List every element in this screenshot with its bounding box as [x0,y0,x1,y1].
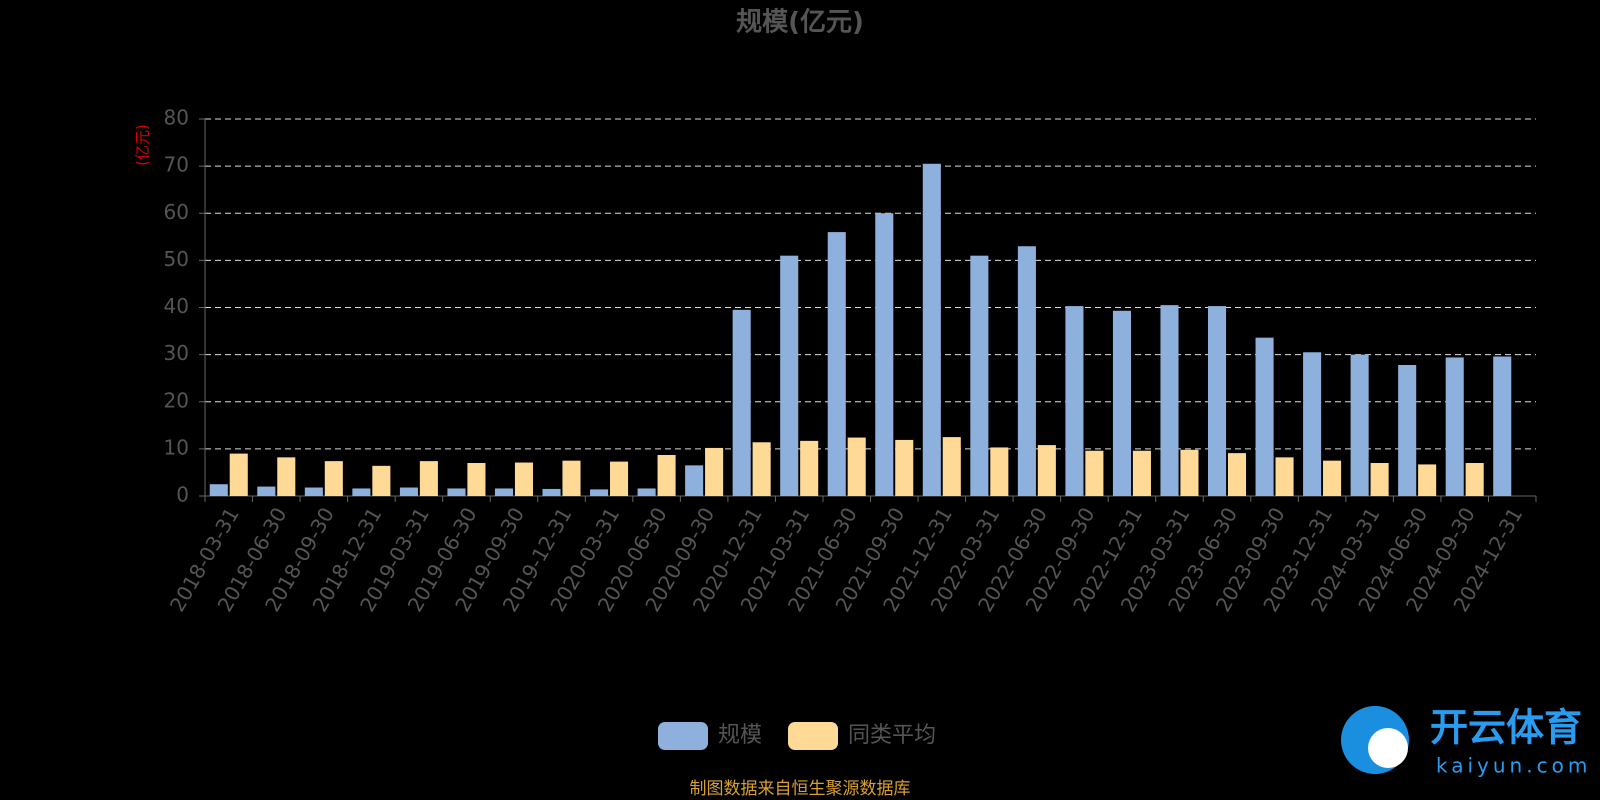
bar [352,488,371,496]
bar [922,163,941,497]
bar [752,442,771,496]
bar [970,255,989,496]
bar [1160,305,1179,496]
y-tick-label: 20 [164,388,189,412]
bar [800,440,819,496]
site: kaiyun.com [1436,754,1591,778]
bar [780,255,799,496]
y-tick-label: 70 [164,153,189,177]
bar [1255,337,1274,496]
legend-swatch [788,722,839,750]
source-note: 制图数据来自恒生聚源数据库 [690,779,911,799]
bar [542,488,561,496]
bar [1112,310,1131,496]
watermark: 开云体育 kaiyun.com [1341,706,1591,778]
bar [827,232,846,496]
chart-title: 规模(亿元) [736,8,864,38]
bar [277,457,296,496]
bar [494,488,514,496]
bar [705,447,724,496]
bar [1065,306,1084,496]
y-tick-label: 0 [176,483,189,507]
bar [990,447,1009,496]
legend-label: 同类平均 [848,723,936,748]
bar [875,213,894,496]
bar [895,439,914,496]
bar [419,461,438,496]
bar [1037,445,1056,496]
bar [1085,450,1104,496]
bar [1465,463,1484,496]
bar [610,461,629,496]
y-tick-label: 50 [164,247,189,271]
bar [1398,364,1417,496]
bar [209,484,228,496]
brand: 开云体育 [1430,706,1582,750]
bar [1180,449,1199,496]
y-tick-label: 40 [164,294,189,318]
bar [942,437,961,496]
y-tick-label: 60 [164,200,189,224]
bar [229,453,248,496]
bar [685,465,704,496]
bar [372,465,391,496]
legend-label: 规模 [718,723,762,748]
bar [1303,352,1322,496]
y-axis-label: (亿元) [134,124,152,166]
y-tick-label: 10 [164,435,189,459]
logo-ball [1368,728,1408,768]
bar [637,488,656,496]
bar [1323,460,1342,496]
bar [562,460,581,496]
bar [1493,356,1512,496]
bar [1132,450,1151,496]
bar [1350,354,1369,496]
bar [1445,357,1464,496]
y-tick-label: 30 [164,341,189,365]
bar [847,437,866,496]
bar [1275,457,1294,496]
bar [324,461,343,496]
bar [1017,246,1036,496]
bar [590,489,609,496]
bar [399,487,418,496]
bar [1227,453,1247,496]
bar [1208,306,1227,496]
bar [257,486,276,496]
bar [657,455,676,496]
legend-swatch [658,722,708,750]
bar [1370,463,1389,496]
bar [514,462,533,496]
bar [467,463,486,496]
bar [447,488,466,496]
bar [304,487,323,496]
y-tick-label: 80 [164,106,189,130]
bar [732,309,751,496]
bar [1418,464,1437,496]
